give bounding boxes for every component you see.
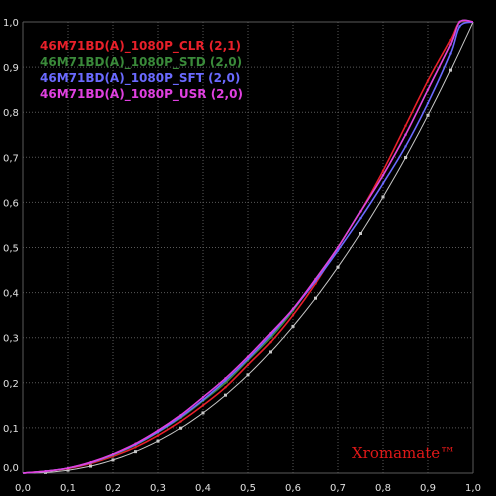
series-point-3 <box>426 101 430 105</box>
y-tick-label: 0,2 <box>3 379 19 390</box>
reference-point <box>426 113 430 117</box>
series-point-1 <box>291 313 295 317</box>
reference-point <box>269 350 272 354</box>
reference-point <box>314 296 317 300</box>
reference-point <box>449 68 452 72</box>
reference-point <box>156 439 160 443</box>
x-tick-label: 0,1 <box>60 483 76 494</box>
series-point-4 <box>156 429 160 432</box>
y-tick-label: 1,0 <box>3 18 19 29</box>
series-point-4 <box>426 88 430 91</box>
series-point-1 <box>224 386 227 389</box>
series-point-1 <box>404 124 407 127</box>
y-tick-label: 0,1 <box>3 424 19 435</box>
y-tick-label: 0,4 <box>3 289 19 300</box>
reference-point <box>224 393 227 397</box>
series-point-4 <box>246 355 250 358</box>
series-point-4 <box>314 277 317 281</box>
series-point-3 <box>359 216 362 220</box>
x-tick-label: 0,5 <box>240 483 256 494</box>
series-point-4 <box>449 43 452 46</box>
series-point-4 <box>291 307 295 311</box>
series-point-4 <box>404 133 407 136</box>
series-point-4 <box>458 20 461 24</box>
x-tick-label: 1,0 <box>465 483 481 494</box>
series-point-3 <box>449 52 452 55</box>
series-point-4 <box>66 466 70 470</box>
series-point-1 <box>156 434 160 437</box>
series-line-4 <box>22 19 474 474</box>
series-point-1 <box>246 363 250 366</box>
series-point-1 <box>269 341 272 344</box>
x-tick-label: 0,4 <box>195 483 211 494</box>
reference-point <box>89 464 92 468</box>
reference-point <box>381 195 385 199</box>
series-point-4 <box>44 469 47 473</box>
series-point-4 <box>134 442 137 445</box>
reference-point <box>179 426 182 430</box>
x-tick-label: 0,3 <box>150 483 166 494</box>
reference-point <box>359 231 362 235</box>
reference-point <box>201 411 205 415</box>
series-point-2 <box>224 381 227 384</box>
x-tick-label: 0,9 <box>420 483 436 494</box>
series-point-4 <box>201 396 205 399</box>
series-point-4 <box>89 460 92 464</box>
reference-point <box>246 373 250 377</box>
series-lines <box>22 19 474 474</box>
series-point-4 <box>381 174 385 177</box>
series-point-3 <box>404 145 407 148</box>
legend-entry: 46M71BD(A)_1080P_STD (2,0) <box>40 55 242 70</box>
reference-point <box>111 458 115 462</box>
x-tick-label: 0,2 <box>105 483 121 494</box>
series-point-4 <box>224 377 227 380</box>
y-tick-label: 0,7 <box>3 153 19 164</box>
y-tick-label: 0,6 <box>3 198 19 209</box>
y-tick-label: 0,5 <box>3 244 19 255</box>
series-point-1 <box>134 446 137 449</box>
y-tick-label: 0,0 <box>3 463 19 474</box>
series-point-4 <box>111 452 115 456</box>
y-tick-label: 0,3 <box>3 334 19 345</box>
series-point-1 <box>449 38 452 42</box>
x-tick-label: 0,0 <box>15 483 31 494</box>
x-tick-label: 0,7 <box>330 483 346 494</box>
legend-entry: 46M71BD(A)_1080P_SFT (2,0) <box>40 71 240 86</box>
series-point-3 <box>224 379 227 382</box>
x-tick-label: 0,6 <box>285 483 301 494</box>
series-point-4 <box>336 246 340 249</box>
series-line-1 <box>22 19 474 474</box>
series-point-3 <box>458 25 461 28</box>
series-point-1 <box>426 79 430 82</box>
legend: 46M71BD(A)_1080P_CLR (2,1)46M71BD(A)_108… <box>40 39 243 102</box>
series-point-3 <box>381 182 385 185</box>
series-point-4 <box>359 210 362 213</box>
reference-point <box>134 450 137 454</box>
series-point-4 <box>269 331 272 335</box>
reference-point <box>66 468 70 472</box>
watermark: Xromamate™ <box>352 444 455 462</box>
legend-entry: 46M71BD(A)_1080P_USR (2,0) <box>40 87 243 102</box>
x-tick-label: 0,8 <box>375 483 391 494</box>
y-tick-label: 0,9 <box>3 63 19 74</box>
reference-point <box>404 156 407 160</box>
y-tick-label: 0,8 <box>3 108 19 119</box>
reference-point <box>291 324 295 328</box>
series-point-1 <box>201 404 205 407</box>
series-point-4 <box>179 414 182 417</box>
series-point-3 <box>336 249 340 252</box>
reference-point <box>336 265 340 269</box>
tick-labels: 0,0 0,1 0,2 0,3 0,4 0,5 0,6 0,7 0,8 0,9 1,0 0,0 0,1 0… <box>3 18 481 494</box>
series-point-1 <box>381 169 385 173</box>
series-point-3 <box>201 398 205 402</box>
legend-entry: 46M71BD(A)_1080P_CLR (2,1) <box>40 39 241 54</box>
grid <box>22 21 474 474</box>
series-point-1 <box>179 420 182 423</box>
